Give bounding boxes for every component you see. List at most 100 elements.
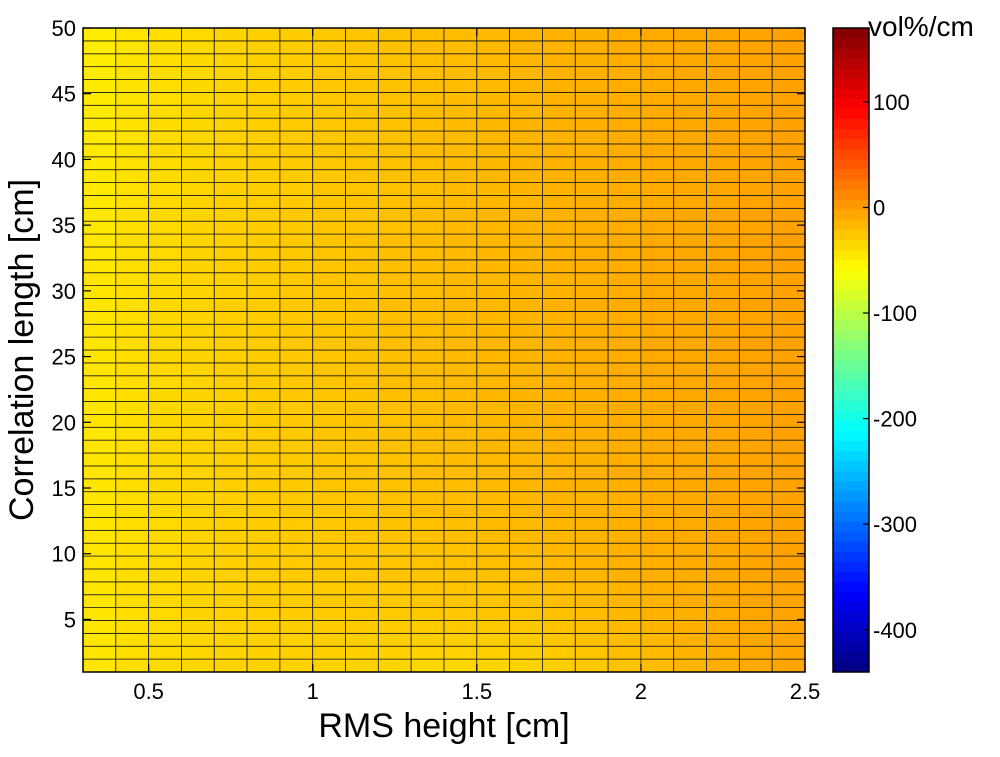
heatmap-cell (476, 53, 511, 68)
heatmap-cell (410, 620, 445, 634)
heatmap-cell (771, 375, 806, 390)
heatmap-cell (246, 542, 281, 557)
heatmap-cell (115, 156, 150, 171)
heatmap-cell (148, 246, 182, 261)
heatmap-cell (115, 195, 150, 209)
heatmap-cell (213, 542, 248, 557)
heatmap-cell (181, 53, 215, 68)
heatmap-cell (574, 40, 609, 55)
heatmap-cell (148, 581, 182, 596)
heatmap-cell (607, 529, 642, 544)
heatmap-cell (542, 169, 576, 183)
heatmap-cell (148, 388, 182, 402)
colorbar-segment (833, 178, 869, 190)
heatmap-cell (771, 285, 806, 299)
heatmap-cell (410, 375, 445, 390)
heatmap-cell (148, 542, 182, 557)
heatmap-cell (706, 53, 740, 68)
heatmap-cell (607, 156, 642, 171)
colorbar-segment (833, 158, 869, 170)
heatmap-cell (509, 491, 543, 505)
colorbar-segment (833, 350, 869, 361)
heatmap-cell (443, 568, 478, 583)
heatmap-cell (640, 581, 675, 596)
heatmap-cell (476, 195, 511, 209)
heatmap-cell (312, 362, 346, 377)
heatmap-cell (443, 504, 478, 518)
heatmap-cell (706, 465, 740, 480)
heatmap-cell (345, 27, 379, 42)
heatmap-cell (443, 130, 478, 145)
heatmap-cell (706, 581, 740, 596)
heatmap-cell (706, 439, 740, 454)
heatmap-cell (542, 555, 576, 570)
heatmap-cell (673, 426, 707, 441)
heatmap-cell (377, 285, 412, 299)
heatmap-cell (312, 568, 346, 583)
heatmap-cell (738, 542, 773, 557)
heatmap-cell (443, 465, 478, 480)
heatmap-cell (673, 478, 707, 493)
heatmap-cell (476, 504, 511, 518)
heatmap-cell (607, 117, 642, 132)
heatmap-cell (213, 233, 248, 248)
y-axis-label: Correlation length [cm] (3, 179, 41, 521)
heatmap-cell (607, 169, 642, 183)
heatmap-cell (279, 323, 314, 338)
heatmap-cell (312, 594, 346, 608)
heatmap-cell (148, 362, 182, 377)
heatmap-cell (509, 620, 543, 634)
heatmap-cell (82, 246, 117, 261)
heatmap-cell (82, 478, 117, 493)
heatmap-cell (115, 246, 150, 261)
heatmap-cell (706, 478, 740, 493)
heatmap-cell (607, 220, 642, 235)
heatmap-cell (509, 439, 543, 454)
heatmap-cell (574, 246, 609, 261)
heatmap-cell (279, 465, 314, 480)
heatmap-cell (574, 555, 609, 570)
heatmap-cell (279, 607, 314, 621)
heatmap-cell (476, 465, 511, 480)
colorbar-segment (833, 400, 869, 411)
heatmap-cell (706, 568, 740, 583)
heatmap-cell (771, 401, 806, 415)
heatmap-cell (181, 620, 215, 634)
heatmap-cell (706, 607, 740, 621)
heatmap-cell (706, 517, 740, 531)
colorbar-segment (833, 581, 869, 592)
heatmap-cell (673, 92, 707, 106)
heatmap-cell (771, 143, 806, 158)
heatmap-cell (673, 581, 707, 596)
heatmap-cell (246, 220, 281, 235)
heatmap-cell (509, 568, 543, 583)
heatmap-cell (673, 401, 707, 415)
heatmap-cell (673, 220, 707, 235)
heatmap-cell (377, 207, 412, 222)
heatmap-cell (246, 517, 281, 531)
heatmap-cell (443, 658, 478, 673)
heatmap-cell (181, 40, 215, 55)
heatmap-cell (181, 452, 215, 467)
heatmap-cell (279, 620, 314, 634)
heatmap-cell (443, 375, 478, 390)
heatmap-cell (312, 156, 346, 171)
heatmap-cell (312, 581, 346, 596)
heatmap-cell (279, 594, 314, 608)
heatmap-cell (673, 323, 707, 338)
heatmap-cell (542, 568, 576, 583)
heatmap-cell (82, 504, 117, 518)
heatmap-cell (706, 66, 740, 80)
heatmap-cell (443, 259, 478, 274)
heatmap-cell (115, 259, 150, 274)
heatmap-cell (706, 452, 740, 467)
heatmap-cell (771, 362, 806, 377)
heatmap-cell (771, 40, 806, 55)
heatmap-cell (542, 620, 576, 634)
heatmap-cell (213, 465, 248, 480)
heatmap-cell (181, 246, 215, 261)
heatmap-cell (738, 478, 773, 493)
heatmap-cell (738, 349, 773, 364)
heatmap-cell (542, 362, 576, 377)
